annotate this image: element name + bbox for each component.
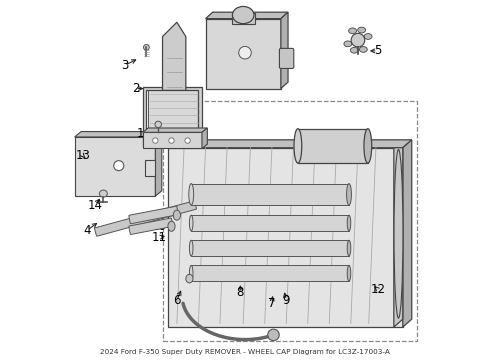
- FancyBboxPatch shape: [191, 265, 349, 281]
- Text: 1: 1: [263, 39, 270, 52]
- Polygon shape: [143, 87, 202, 146]
- FancyBboxPatch shape: [191, 184, 349, 205]
- Text: 15: 15: [137, 127, 152, 140]
- Polygon shape: [143, 128, 207, 132]
- Ellipse shape: [344, 41, 352, 47]
- Ellipse shape: [144, 44, 149, 50]
- Ellipse shape: [190, 240, 193, 256]
- FancyBboxPatch shape: [129, 206, 178, 224]
- Polygon shape: [205, 19, 281, 89]
- Ellipse shape: [153, 138, 158, 143]
- Ellipse shape: [294, 129, 302, 163]
- Text: 14: 14: [88, 199, 102, 212]
- Text: 9: 9: [283, 294, 290, 307]
- Ellipse shape: [347, 215, 351, 231]
- Ellipse shape: [239, 46, 251, 59]
- Ellipse shape: [155, 121, 161, 128]
- FancyBboxPatch shape: [95, 201, 196, 236]
- Ellipse shape: [268, 329, 279, 341]
- Ellipse shape: [232, 6, 254, 24]
- Ellipse shape: [358, 27, 366, 33]
- Ellipse shape: [99, 190, 107, 197]
- Polygon shape: [394, 148, 403, 327]
- FancyBboxPatch shape: [232, 13, 255, 24]
- Polygon shape: [403, 140, 412, 327]
- Ellipse shape: [190, 265, 193, 281]
- Text: 6: 6: [173, 294, 181, 307]
- Ellipse shape: [351, 33, 365, 47]
- Text: 2: 2: [132, 82, 139, 95]
- Polygon shape: [74, 132, 162, 137]
- FancyBboxPatch shape: [129, 218, 173, 234]
- Ellipse shape: [364, 129, 372, 163]
- Polygon shape: [168, 148, 403, 327]
- Polygon shape: [205, 12, 288, 19]
- Ellipse shape: [350, 48, 358, 53]
- Polygon shape: [143, 132, 202, 148]
- Polygon shape: [145, 160, 155, 176]
- Ellipse shape: [359, 46, 368, 52]
- Ellipse shape: [346, 184, 351, 205]
- Polygon shape: [202, 128, 207, 148]
- Text: 2024 Ford F-350 Super Duty REMOVER - WHEEL CAP Diagram for LC3Z-17003-A: 2024 Ford F-350 Super Duty REMOVER - WHE…: [100, 349, 390, 355]
- FancyBboxPatch shape: [191, 240, 349, 256]
- Text: 7: 7: [268, 297, 276, 310]
- Text: 3: 3: [121, 59, 128, 72]
- Polygon shape: [74, 137, 155, 196]
- Ellipse shape: [173, 210, 180, 220]
- Ellipse shape: [394, 149, 403, 318]
- FancyBboxPatch shape: [191, 215, 349, 231]
- Text: 13: 13: [75, 149, 90, 162]
- Ellipse shape: [114, 161, 124, 171]
- FancyBboxPatch shape: [298, 129, 368, 163]
- Polygon shape: [281, 12, 288, 89]
- Ellipse shape: [347, 240, 351, 256]
- Polygon shape: [155, 132, 162, 196]
- Text: 10: 10: [151, 220, 167, 233]
- Ellipse shape: [186, 274, 193, 283]
- Ellipse shape: [189, 184, 194, 205]
- Text: 5: 5: [374, 44, 381, 57]
- Ellipse shape: [364, 33, 372, 39]
- Text: 11: 11: [151, 231, 167, 244]
- Text: 4: 4: [83, 224, 91, 237]
- Text: 12: 12: [370, 283, 385, 296]
- Ellipse shape: [349, 28, 357, 34]
- Text: 8: 8: [237, 287, 244, 300]
- Polygon shape: [163, 22, 186, 90]
- Polygon shape: [168, 140, 412, 148]
- Ellipse shape: [169, 138, 174, 143]
- Ellipse shape: [347, 265, 351, 281]
- Ellipse shape: [185, 138, 190, 143]
- FancyBboxPatch shape: [279, 48, 294, 68]
- Polygon shape: [148, 89, 200, 144]
- Ellipse shape: [190, 215, 193, 231]
- Ellipse shape: [168, 221, 175, 231]
